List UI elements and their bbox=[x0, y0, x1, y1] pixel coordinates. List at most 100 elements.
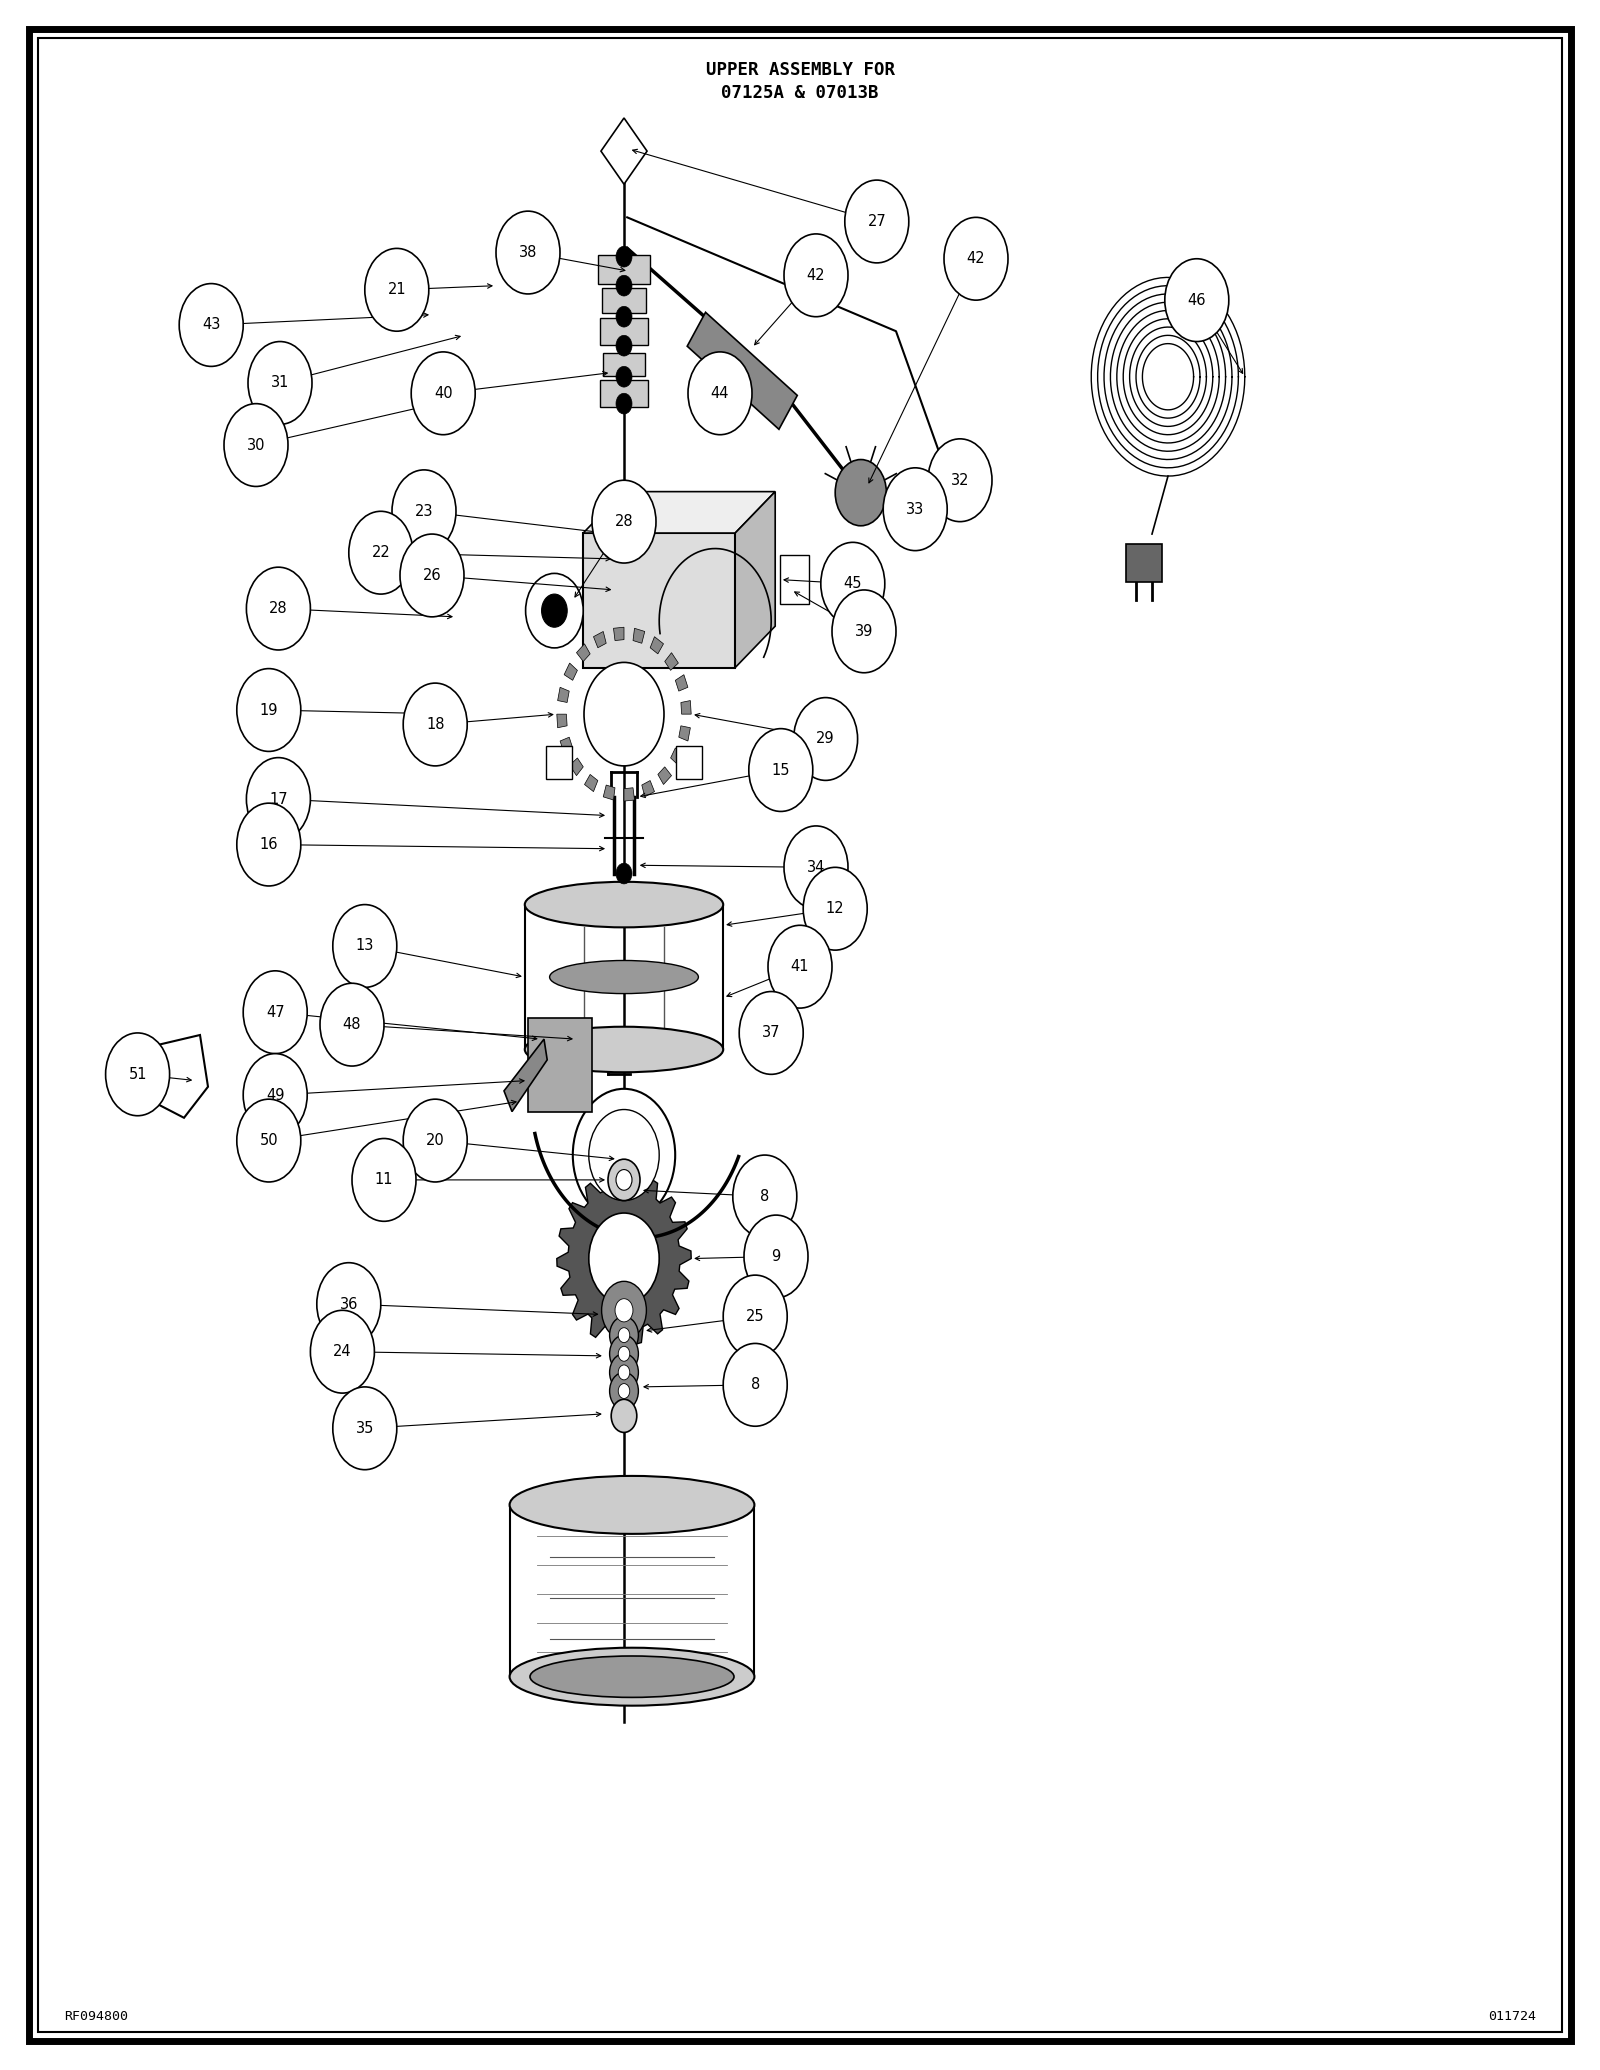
Text: 25: 25 bbox=[746, 1308, 765, 1325]
Ellipse shape bbox=[550, 960, 698, 994]
Circle shape bbox=[1165, 259, 1229, 342]
Polygon shape bbox=[528, 1018, 592, 1112]
Text: 49: 49 bbox=[266, 1087, 285, 1103]
Circle shape bbox=[784, 234, 848, 317]
Text: 34: 34 bbox=[806, 859, 826, 876]
Circle shape bbox=[616, 246, 632, 267]
Text: 011724: 011724 bbox=[1488, 2010, 1536, 2022]
Text: 33: 33 bbox=[906, 501, 925, 518]
Text: 18: 18 bbox=[426, 716, 445, 733]
Circle shape bbox=[832, 590, 896, 673]
Circle shape bbox=[723, 1275, 787, 1358]
Circle shape bbox=[616, 335, 632, 356]
Circle shape bbox=[246, 758, 310, 840]
Text: 39: 39 bbox=[854, 623, 874, 640]
Circle shape bbox=[573, 1089, 675, 1221]
Circle shape bbox=[400, 534, 464, 617]
Text: UPPER ASSEMBLY FOR: UPPER ASSEMBLY FOR bbox=[706, 62, 894, 79]
Text: 20: 20 bbox=[426, 1132, 445, 1149]
Circle shape bbox=[845, 180, 909, 263]
Circle shape bbox=[803, 867, 867, 950]
Text: 31: 31 bbox=[270, 375, 290, 391]
Circle shape bbox=[496, 211, 560, 294]
Polygon shape bbox=[594, 631, 606, 648]
Circle shape bbox=[749, 729, 813, 811]
Text: 19: 19 bbox=[259, 702, 278, 718]
Bar bbox=[1126, 544, 1162, 582]
Text: 24: 24 bbox=[333, 1343, 352, 1360]
Text: 27: 27 bbox=[867, 213, 886, 230]
Circle shape bbox=[883, 468, 947, 551]
Text: 26: 26 bbox=[422, 567, 442, 584]
Text: 16: 16 bbox=[259, 836, 278, 853]
Polygon shape bbox=[570, 758, 584, 776]
Text: 8: 8 bbox=[750, 1377, 760, 1393]
Circle shape bbox=[589, 1110, 659, 1201]
Circle shape bbox=[333, 905, 397, 987]
Polygon shape bbox=[560, 737, 573, 753]
Polygon shape bbox=[603, 785, 614, 799]
Bar bbox=[603, 352, 645, 377]
Text: 29: 29 bbox=[816, 731, 835, 747]
Circle shape bbox=[317, 1263, 381, 1346]
Circle shape bbox=[602, 1281, 646, 1339]
Text: 50: 50 bbox=[259, 1132, 278, 1149]
Text: 23: 23 bbox=[414, 503, 434, 520]
Ellipse shape bbox=[525, 882, 723, 927]
Circle shape bbox=[821, 542, 885, 625]
Bar bbox=[598, 255, 650, 284]
Bar bbox=[600, 379, 648, 406]
Circle shape bbox=[106, 1033, 170, 1116]
Circle shape bbox=[794, 698, 858, 780]
Polygon shape bbox=[736, 493, 776, 667]
Circle shape bbox=[744, 1215, 808, 1298]
Circle shape bbox=[616, 863, 632, 884]
Circle shape bbox=[928, 439, 992, 522]
Circle shape bbox=[246, 567, 310, 650]
Polygon shape bbox=[664, 652, 678, 671]
Circle shape bbox=[403, 1099, 467, 1182]
Polygon shape bbox=[147, 1035, 208, 1118]
Circle shape bbox=[616, 306, 632, 327]
Circle shape bbox=[333, 1387, 397, 1470]
Circle shape bbox=[618, 1327, 630, 1343]
Circle shape bbox=[616, 366, 632, 387]
Polygon shape bbox=[576, 644, 590, 662]
Circle shape bbox=[739, 992, 803, 1074]
Polygon shape bbox=[658, 766, 672, 785]
Circle shape bbox=[248, 342, 312, 424]
Circle shape bbox=[584, 662, 664, 766]
Circle shape bbox=[237, 1099, 301, 1182]
Circle shape bbox=[411, 352, 475, 435]
Text: 12: 12 bbox=[826, 900, 845, 917]
Circle shape bbox=[237, 669, 301, 751]
Polygon shape bbox=[504, 1039, 547, 1112]
Ellipse shape bbox=[509, 1648, 755, 1706]
Circle shape bbox=[243, 971, 307, 1054]
Text: 8: 8 bbox=[760, 1188, 770, 1205]
Circle shape bbox=[616, 393, 632, 414]
Polygon shape bbox=[650, 638, 664, 654]
Polygon shape bbox=[557, 1172, 691, 1346]
Ellipse shape bbox=[525, 1027, 723, 1072]
Polygon shape bbox=[634, 629, 645, 644]
Text: 47: 47 bbox=[266, 1004, 285, 1021]
Polygon shape bbox=[584, 774, 598, 791]
Circle shape bbox=[611, 1399, 637, 1432]
Text: 48: 48 bbox=[342, 1016, 362, 1033]
Circle shape bbox=[610, 1335, 638, 1372]
Text: 30: 30 bbox=[246, 437, 266, 453]
Text: 41: 41 bbox=[790, 958, 810, 975]
Text: 44: 44 bbox=[710, 385, 730, 402]
FancyBboxPatch shape bbox=[584, 534, 736, 667]
Circle shape bbox=[614, 1298, 634, 1323]
Circle shape bbox=[944, 217, 1008, 300]
Text: RF094800: RF094800 bbox=[64, 2010, 128, 2022]
Circle shape bbox=[616, 275, 632, 296]
Text: 37: 37 bbox=[762, 1025, 781, 1041]
Circle shape bbox=[688, 352, 752, 435]
Text: 21: 21 bbox=[387, 282, 406, 298]
Circle shape bbox=[224, 404, 288, 486]
Circle shape bbox=[784, 826, 848, 909]
Circle shape bbox=[618, 1383, 630, 1399]
